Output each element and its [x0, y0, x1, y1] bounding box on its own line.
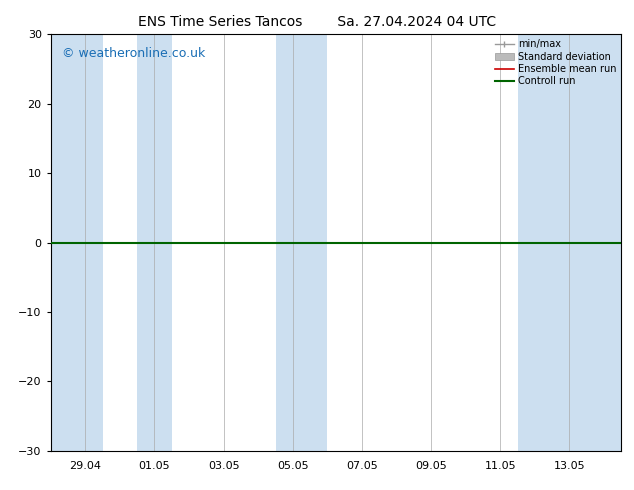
Bar — [137, 34, 172, 451]
Legend: min/max, Standard deviation, Ensemble mean run, Controll run: min/max, Standard deviation, Ensemble me… — [493, 37, 618, 88]
Text: © weatheronline.co.uk: © weatheronline.co.uk — [62, 47, 205, 60]
Bar — [517, 34, 621, 451]
Text: ENS Time Series Tancos        Sa. 27.04.2024 04 UTC: ENS Time Series Tancos Sa. 27.04.2024 04… — [138, 15, 496, 29]
Bar — [276, 34, 327, 451]
Bar — [51, 34, 103, 451]
